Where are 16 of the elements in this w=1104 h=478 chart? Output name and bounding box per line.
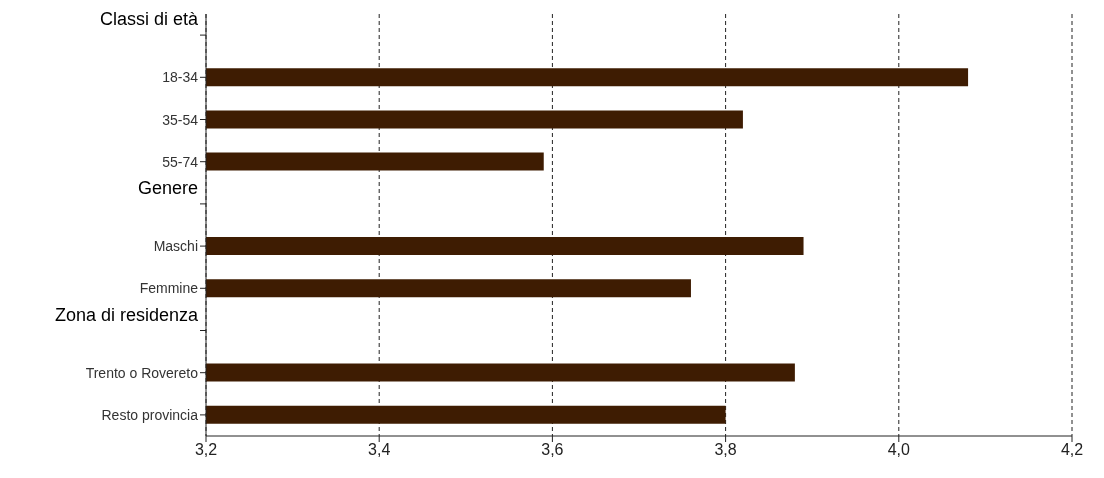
y-tick-label: Trento o Rovereto [85, 364, 199, 381]
y-tick-label: Genere [137, 177, 198, 198]
y-tick-label: 18-34 [162, 69, 199, 86]
x-tick-label: 4,0 [887, 441, 911, 459]
x-tick-label: 3,6 [541, 441, 564, 459]
x-tick-label: 3,8 [714, 441, 737, 459]
y-tick-label: Zona di residenza [54, 304, 199, 325]
y-tick-label: Maschi [153, 238, 198, 255]
y-tick-label: 55-74 [162, 153, 199, 170]
y-tick-label: Femmine [139, 280, 199, 297]
y-tick-label: Classi di età [99, 9, 199, 30]
x-tick-label: 4,2 [1060, 441, 1084, 459]
x-tick-label: 3,4 [368, 441, 391, 459]
y-tick-label: 35-54 [162, 111, 199, 128]
x-tick-label: 3,2 [194, 441, 218, 459]
y-tick-label: Resto provincia [101, 406, 199, 423]
